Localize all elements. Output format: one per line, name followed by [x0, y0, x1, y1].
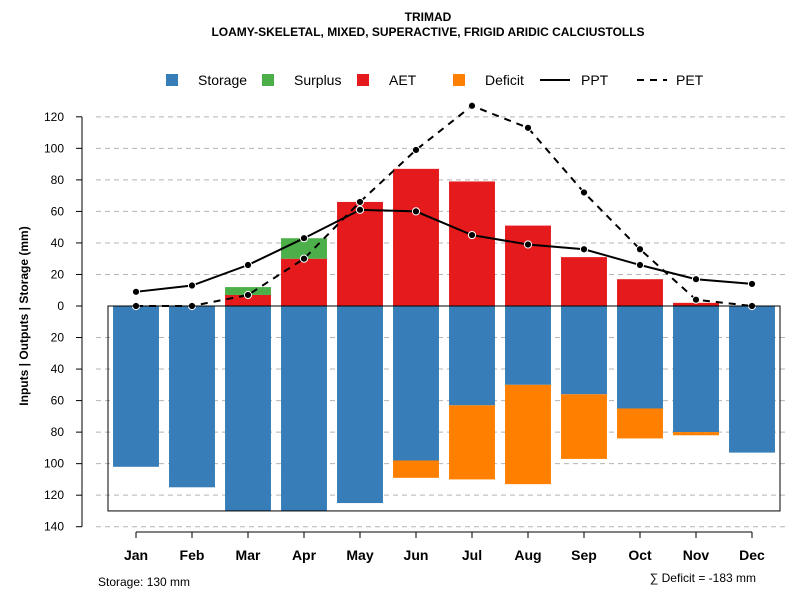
- pet-point-jun: [411, 145, 421, 155]
- x-tick-label-feb: Feb: [180, 547, 205, 563]
- deficit-bar-oct: [617, 408, 663, 439]
- x-tick-label-aug: Aug: [514, 547, 541, 563]
- storage-bar-aug: [505, 306, 551, 385]
- aet-bar-jun: [393, 168, 439, 306]
- y-tick-label: 80: [51, 173, 65, 187]
- storage-bar-oct: [617, 306, 663, 409]
- legend-label-aet: AET: [389, 72, 417, 88]
- ppt-line: [135, 208, 753, 293]
- storage-capacity-note: Storage: 130 mm: [98, 575, 190, 589]
- y-tick-label: 40: [51, 236, 65, 250]
- x-tick-label-jul: Jul: [462, 547, 482, 563]
- y-tick-label: 140: [44, 520, 64, 534]
- aet-bar-apr: [281, 258, 327, 306]
- pet-line: [136, 104, 753, 307]
- legend-swatch-deficit: [453, 74, 465, 86]
- legend-swatch-storage: [166, 74, 178, 86]
- y-tick-label: 120: [44, 110, 64, 124]
- y-tick-label: 60: [51, 394, 65, 408]
- y-tick-label: 0: [57, 299, 64, 313]
- aet-bar-mar: [225, 294, 271, 306]
- x-tick-label-jun: Jun: [404, 547, 429, 563]
- deficit-bar-aug: [505, 384, 551, 485]
- y-tick-label: 80: [51, 425, 65, 439]
- storage-bar-dec: [729, 306, 775, 453]
- storage-bar-nov: [673, 306, 719, 433]
- legend-label-surplus: Surplus: [294, 72, 341, 88]
- pet-point-mar: [243, 290, 253, 300]
- pet-point-aug: [523, 123, 533, 132]
- storage-bar-jun: [393, 306, 439, 461]
- legend-label-pet: PET: [676, 72, 704, 88]
- storage-bar-mar: [225, 306, 271, 511]
- pet-point-apr: [299, 254, 309, 263]
- y-tick-label: 20: [51, 331, 65, 345]
- ppt-point-feb: [187, 281, 197, 290]
- ppt-point-dec: [747, 279, 757, 289]
- ppt-point-apr: [299, 234, 309, 243]
- x-tick-label-sep: Sep: [571, 547, 597, 563]
- ppt-point-may: [355, 205, 365, 214]
- x-tick-label-jan: Jan: [124, 547, 148, 563]
- y-tick-label: 100: [44, 457, 64, 471]
- x-tick-label-apr: Apr: [292, 547, 317, 563]
- storage-bar-feb: [169, 306, 215, 488]
- storage-bar-jan: [113, 306, 159, 467]
- deficit-bar-jun: [393, 460, 439, 478]
- aet-bar-oct: [617, 279, 663, 306]
- legend-label-storage: Storage: [198, 72, 247, 88]
- ppt-point-nov: [691, 275, 701, 284]
- legend-swatch-surplus: [262, 74, 274, 86]
- aet-bar-may: [337, 201, 383, 306]
- storage-bar-sep: [561, 306, 607, 395]
- pet-point-jul: [467, 101, 477, 110]
- pet-point-sep: [579, 188, 589, 197]
- pet-point-nov: [691, 295, 701, 304]
- x-tick-label-nov: Nov: [683, 547, 710, 563]
- ppt-point-mar: [243, 260, 253, 270]
- storage-bar-jul: [449, 306, 495, 406]
- legend-label-ppt: PPT: [581, 72, 609, 88]
- ppt-point-oct: [635, 260, 645, 270]
- storage-bar-may: [337, 306, 383, 504]
- ppt-point-jan: [131, 287, 141, 296]
- y-axis-label: Inputs | Outputs | Storage (mm): [17, 226, 31, 405]
- ppt-point-sep: [579, 245, 589, 254]
- y-tick-label: 20: [51, 267, 65, 281]
- pet-point-may: [355, 197, 365, 207]
- y-tick-label: 120: [44, 488, 64, 502]
- aet-bar-sep: [561, 257, 607, 306]
- deficit-bar-sep: [561, 394, 607, 459]
- y-tick-label: 60: [51, 204, 65, 218]
- legend-label-deficit: Deficit: [485, 72, 524, 88]
- ppt-point-aug: [523, 240, 533, 249]
- deficit-total-note: ∑ Deficit = -183 mm: [650, 571, 756, 585]
- legend-swatch-aet: [357, 74, 369, 86]
- x-tick-label-oct: Oct: [628, 547, 652, 563]
- deficit-bar-jul: [449, 405, 495, 480]
- ppt-point-jul: [467, 230, 477, 240]
- deficit-bar-nov: [673, 432, 719, 436]
- y-tick-label: 40: [51, 362, 65, 376]
- x-tick-label-may: May: [346, 547, 373, 563]
- storage-bar-apr: [281, 306, 327, 511]
- x-tick-label-mar: Mar: [236, 547, 261, 563]
- aet-bar-jul: [449, 181, 495, 306]
- aet-bar-nov: [673, 302, 719, 306]
- chart-title: TRIMAD: [405, 10, 452, 24]
- pet-point-oct: [635, 245, 645, 254]
- ppt-point-jun: [411, 207, 421, 216]
- y-tick-label: 100: [44, 141, 64, 155]
- aet-bar-aug: [505, 225, 551, 306]
- chart-subtitle: LOAMY-SKELETAL, MIXED, SUPERACTIVE, FRIG…: [211, 25, 644, 39]
- x-tick-label-dec: Dec: [739, 547, 765, 563]
